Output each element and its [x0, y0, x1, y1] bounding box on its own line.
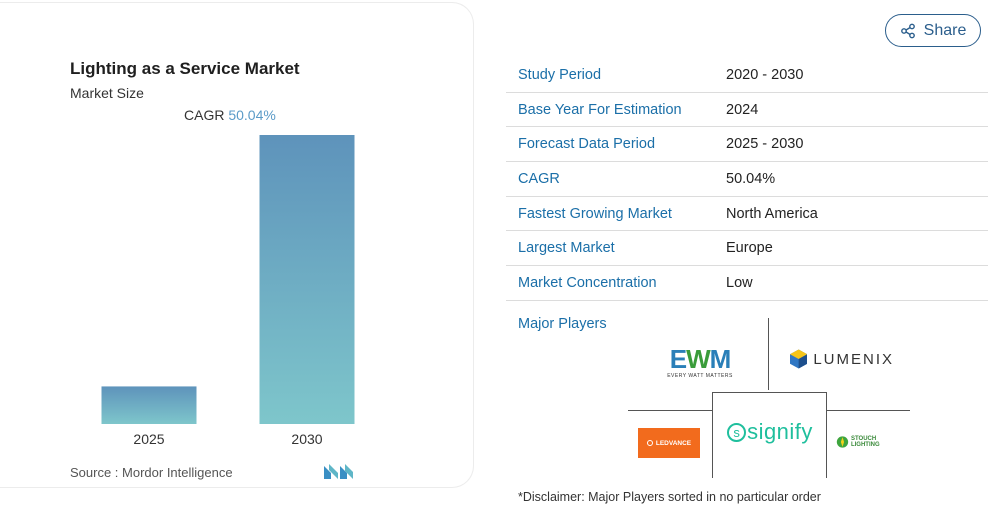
signify-mark-icon: s — [727, 422, 747, 442]
ledvance-mark-icon — [646, 440, 653, 446]
ewm-tagline: EVERY WATT MATTERS — [667, 372, 733, 379]
cagr-value: 50.04% — [228, 107, 276, 123]
table-row: Base Year For Estimation 2024 — [506, 93, 988, 128]
stouch-lighting-logo: STOUCH LIGHTING — [836, 428, 896, 456]
row-key: Fastest Growing Market — [518, 205, 672, 222]
grid-divider — [712, 392, 713, 478]
disclaimer: *Disclaimer: Major Players sorted in no … — [518, 490, 821, 504]
major-players-logos: EWM EVERY WATT MATTERS LUMENIX LEDVANCE … — [628, 318, 910, 478]
x-tick-label: 2025 — [133, 431, 164, 447]
signify-logo: s signify — [716, 414, 824, 450]
bar-chart: 2025 2030 — [101, 135, 355, 447]
row-value: North America — [726, 205, 818, 222]
share-button[interactable]: Share — [885, 14, 981, 47]
table-row: Market Concentration Low — [506, 266, 988, 301]
row-value: 50.04% — [726, 170, 776, 187]
signify-name: signify — [747, 419, 813, 444]
cagr-label: CAGR — [184, 107, 225, 123]
stouch-mark-icon — [836, 436, 849, 448]
grid-divider — [712, 392, 827, 393]
share-label: Share — [923, 21, 967, 39]
table-row: Forecast Data Period 2025 - 2030 — [506, 127, 988, 163]
lumenix-mark-icon — [790, 349, 808, 369]
grid-divider — [768, 318, 769, 390]
source-note: Source : Mordor Intelligence — [70, 465, 233, 480]
row-key: Forecast Data Period — [518, 136, 656, 153]
mordor-intelligence-logo — [324, 464, 353, 479]
ledvance-name: LEDVANCE — [655, 439, 692, 447]
chart-title: Lighting as a Service Market — [70, 59, 300, 78]
share-icon — [900, 23, 915, 38]
row-key: Study Period — [518, 66, 602, 83]
table-row: Largest Market Europe — [506, 231, 988, 267]
row-value: 2025 - 2030 — [726, 136, 804, 153]
row-key: Base Year For Estimation — [518, 101, 682, 118]
row-value: Low — [726, 274, 753, 291]
row-key: Largest Market — [518, 240, 615, 257]
lumenix-name: LUMENIX — [813, 350, 894, 368]
lumenix-logo: LUMENIX — [790, 344, 894, 374]
table-row: Fastest Growing Market North America — [506, 197, 988, 232]
row-value: Europe — [726, 240, 773, 257]
major-players-label: Major Players — [518, 316, 607, 332]
x-tick-label: 2030 — [291, 431, 322, 447]
row-value: 2020 - 2030 — [726, 66, 804, 83]
ledvance-logo: LEDVANCE — [638, 428, 700, 458]
chart-card: Lighting as a Service Market Market Size… — [0, 2, 474, 488]
grid-divider — [826, 410, 910, 411]
market-snapshot-table: Study Period 2020 - 2030 Base Year For E… — [506, 58, 988, 301]
stouch-name: STOUCH LIGHTING — [850, 436, 880, 448]
cagr-annotation: CAGR 50.04% — [184, 107, 276, 123]
table-row: Study Period 2020 - 2030 — [506, 58, 988, 93]
chart-subtitle: Market Size — [70, 85, 144, 101]
ewm-logo: EWM EVERY WATT MATTERS — [667, 343, 733, 379]
row-value: 2024 — [726, 101, 759, 118]
row-key: CAGR — [518, 170, 560, 187]
row-key: Market Concentration — [518, 274, 657, 291]
grid-divider — [826, 392, 827, 478]
bar-2030 — [259, 135, 355, 424]
grid-divider — [628, 410, 712, 411]
bar-2025 — [101, 386, 197, 424]
table-row: CAGR 50.04% — [506, 162, 988, 197]
